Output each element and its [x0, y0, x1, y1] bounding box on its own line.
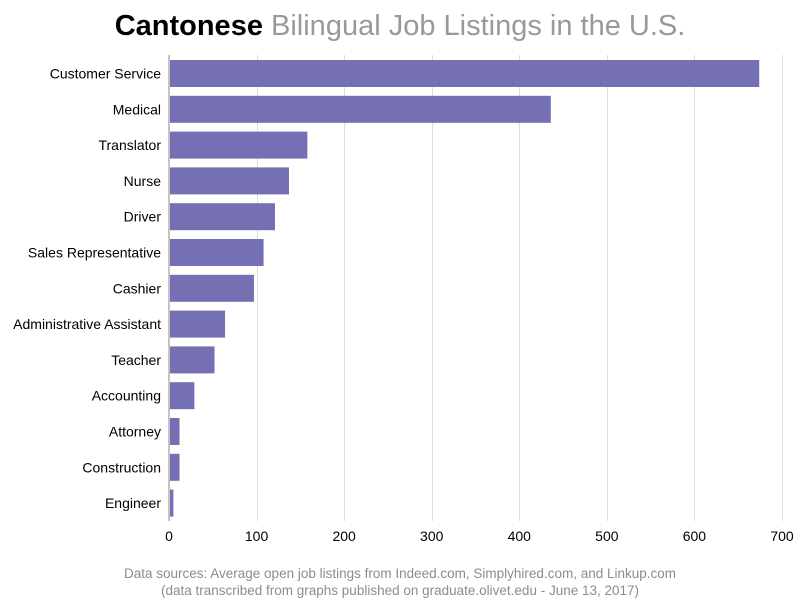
bars [170, 60, 760, 517]
x-tick-label-600: 600 [683, 528, 707, 544]
bar-translator [170, 131, 308, 159]
y-tick-label-construction: Construction [82, 459, 161, 475]
y-axis-labels: Customer Service Medical Translator Nurse Dr… [13, 66, 161, 512]
y-tick-label-sales-representative: Sales Representative [28, 245, 161, 261]
x-tick-label-100: 100 [245, 528, 269, 544]
y-tick-label-attorney: Attorney [109, 424, 161, 440]
y-tick-label-customer-service: Customer Service [50, 66, 161, 82]
x-tick-label-0: 0 [165, 528, 173, 544]
x-tick-label-700: 700 [770, 528, 794, 544]
bar-construction [170, 453, 180, 481]
bar-sales-representative [170, 239, 264, 266]
y-tick-label-medical: Medical [113, 101, 161, 117]
source-note: Data sources: Average open job listings … [0, 565, 800, 599]
x-axis-labels: 0 100 200 300 400 500 600 700 [165, 528, 794, 544]
x-tick-label-300: 300 [420, 528, 444, 544]
bar-administrative-assistant [170, 310, 226, 338]
gridlines [257, 55, 783, 521]
bar-teacher [170, 346, 215, 374]
bar-attorney [170, 418, 180, 445]
bar-cashier [170, 274, 254, 302]
bar-accounting [170, 382, 195, 410]
bar-engineer [170, 489, 174, 517]
chart-title-light: Bilingual Job Listings in the U.S. [271, 10, 686, 42]
chart-title: Cantonese Bilingual Job Listings in the … [0, 8, 800, 44]
y-tick-label-accounting: Accounting [92, 388, 161, 404]
chart-title-strong: Cantonese [114, 10, 263, 42]
source-note-line-1: Data sources: Average open job listings … [123, 566, 677, 581]
y-tick-label-administrative-assistant: Administrative Assistant [13, 316, 161, 332]
y-tick-label-teacher: Teacher [111, 352, 161, 368]
bar-medical [170, 95, 551, 123]
source-note-line-2: (data transcribed from graphs published … [160, 583, 640, 598]
y-tick-label-driver: Driver [124, 209, 162, 225]
x-tick-label-500: 500 [595, 528, 619, 544]
y-tick-label-nurse: Nurse [124, 173, 162, 189]
y-tick-label-engineer: Engineer [105, 495, 161, 511]
y-tick-label-translator: Translator [98, 137, 161, 153]
bar-nurse [170, 167, 289, 195]
x-tick-label-200: 200 [332, 528, 356, 544]
y-tick-label-cashier: Cashier [113, 280, 162, 296]
x-tick-label-400: 400 [508, 528, 532, 544]
bar-customer-service [170, 60, 760, 87]
bar-driver [170, 203, 275, 231]
